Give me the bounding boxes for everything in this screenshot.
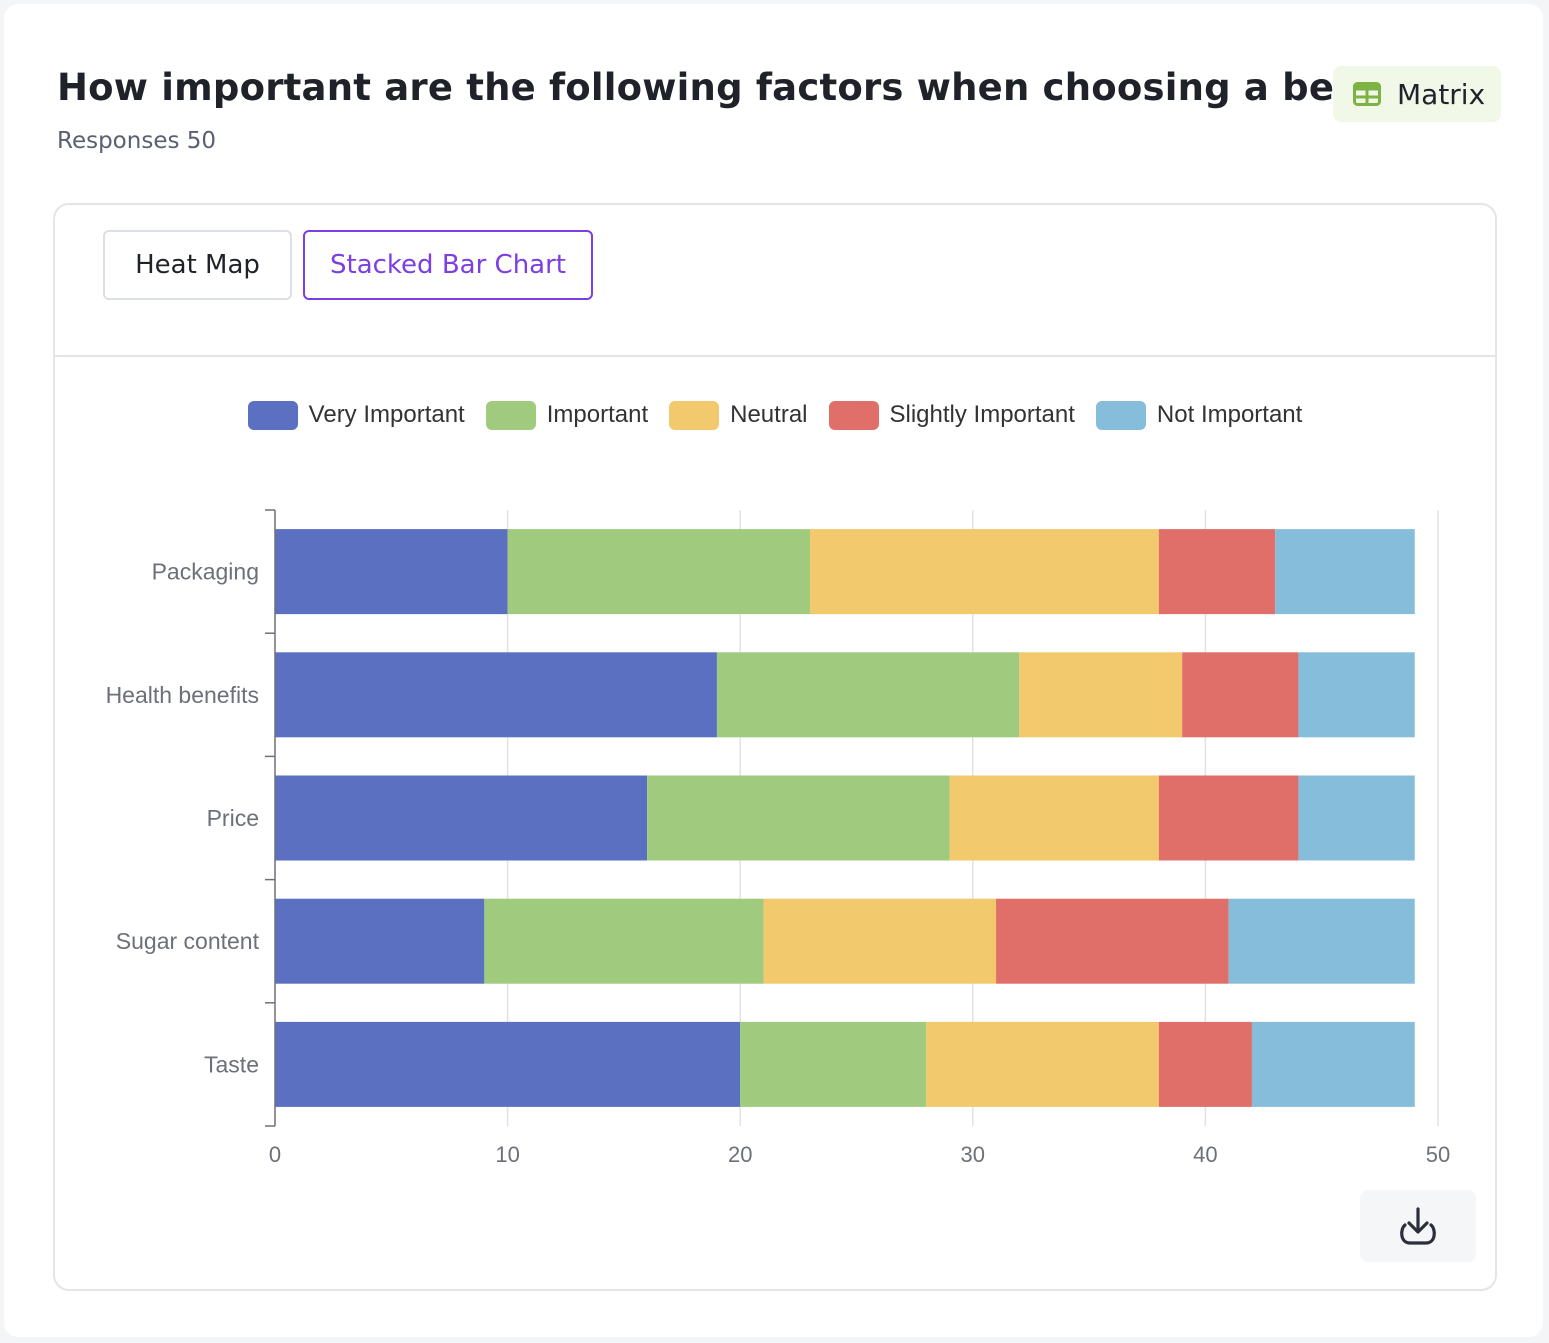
bar-segment[interactable] (996, 898, 1229, 984)
bar-segment[interactable] (507, 529, 810, 615)
y-tick-label: Sugar content (116, 928, 260, 954)
badge-label: Matrix (1397, 77, 1486, 111)
legend-item[interactable]: Important (485, 400, 649, 430)
question-title: How important are the following factors … (57, 66, 1501, 109)
bar-segment[interactable] (1158, 775, 1299, 861)
question-type-badge: Matrix (1333, 66, 1501, 122)
legend-label: Slightly Important (889, 401, 1075, 428)
bar-segment[interactable] (275, 1021, 741, 1107)
bar-segment[interactable] (1158, 529, 1276, 615)
bar-segment[interactable] (1158, 1021, 1252, 1107)
panel-divider (55, 355, 1495, 357)
legend-label: Very Important (308, 401, 465, 428)
bar-segment[interactable] (949, 775, 1159, 861)
bar-segment[interactable] (1182, 652, 1299, 738)
y-tick-label: Taste (204, 1051, 259, 1077)
legend-label: Important (546, 401, 649, 428)
bar-segment[interactable] (275, 652, 717, 738)
table-icon (1353, 82, 1381, 106)
chart-legend: Very Important Important Neutral Slightly I… (55, 397, 1495, 433)
legend-swatch (485, 400, 536, 430)
bar-segment[interactable] (1228, 898, 1415, 984)
bar-segment[interactable] (1251, 1021, 1415, 1107)
responses-count: Responses 50 (57, 128, 217, 154)
download-icon (1400, 1207, 1436, 1245)
legend-item[interactable]: Slightly Important (828, 400, 1075, 430)
bar-segment[interactable] (275, 898, 485, 984)
bar-segment[interactable] (740, 1021, 927, 1107)
tab-stacked-bar-chart[interactable]: Stacked Bar Chart (303, 230, 593, 300)
x-tick-label: 40 (1193, 1142, 1217, 1167)
tab-heat-map[interactable]: Heat Map (103, 230, 292, 300)
y-tick-label: Packaging (152, 559, 259, 585)
bar-segment[interactable] (1275, 529, 1415, 615)
bar-segment[interactable] (647, 775, 950, 861)
legend-item[interactable]: Neutral (669, 400, 808, 430)
bar-segment[interactable] (1019, 652, 1183, 738)
legend-item[interactable]: Not Important (1095, 400, 1303, 430)
x-tick-label: 0 (269, 1142, 281, 1167)
legend-label: Neutral (730, 401, 808, 428)
bar-segment[interactable] (716, 652, 1020, 738)
bar-segment[interactable] (484, 898, 764, 984)
chart-panel: Heat Map Stacked Bar Chart Very Importan… (53, 203, 1497, 1291)
x-tick-label: 30 (961, 1142, 985, 1167)
legend-swatch (828, 400, 879, 430)
bar-segment[interactable] (763, 898, 997, 984)
bar-segment[interactable] (275, 529, 508, 615)
bar-segment[interactable] (926, 1021, 1159, 1107)
legend-swatch (669, 400, 720, 430)
legend-label: Not Important (1156, 401, 1303, 428)
legend-swatch (247, 400, 298, 430)
x-tick-label: 20 (728, 1142, 752, 1167)
bar-segment[interactable] (1298, 775, 1415, 861)
bar-segment[interactable] (275, 775, 648, 861)
legend-swatch (1095, 400, 1146, 430)
x-tick-label: 10 (495, 1142, 519, 1167)
y-tick-label: Health benefits (106, 682, 259, 708)
x-tick-label: 50 (1426, 1142, 1450, 1167)
legend-item[interactable]: Very Important (247, 400, 465, 430)
download-button[interactable] (1360, 1190, 1476, 1262)
bar-segment[interactable] (1298, 652, 1415, 738)
stacked-bar-chart: Packaging Health benefits Price Sugar conte… (106, 509, 1450, 1167)
y-tick-label: Price (207, 805, 259, 831)
bar-segment[interactable] (809, 529, 1159, 615)
